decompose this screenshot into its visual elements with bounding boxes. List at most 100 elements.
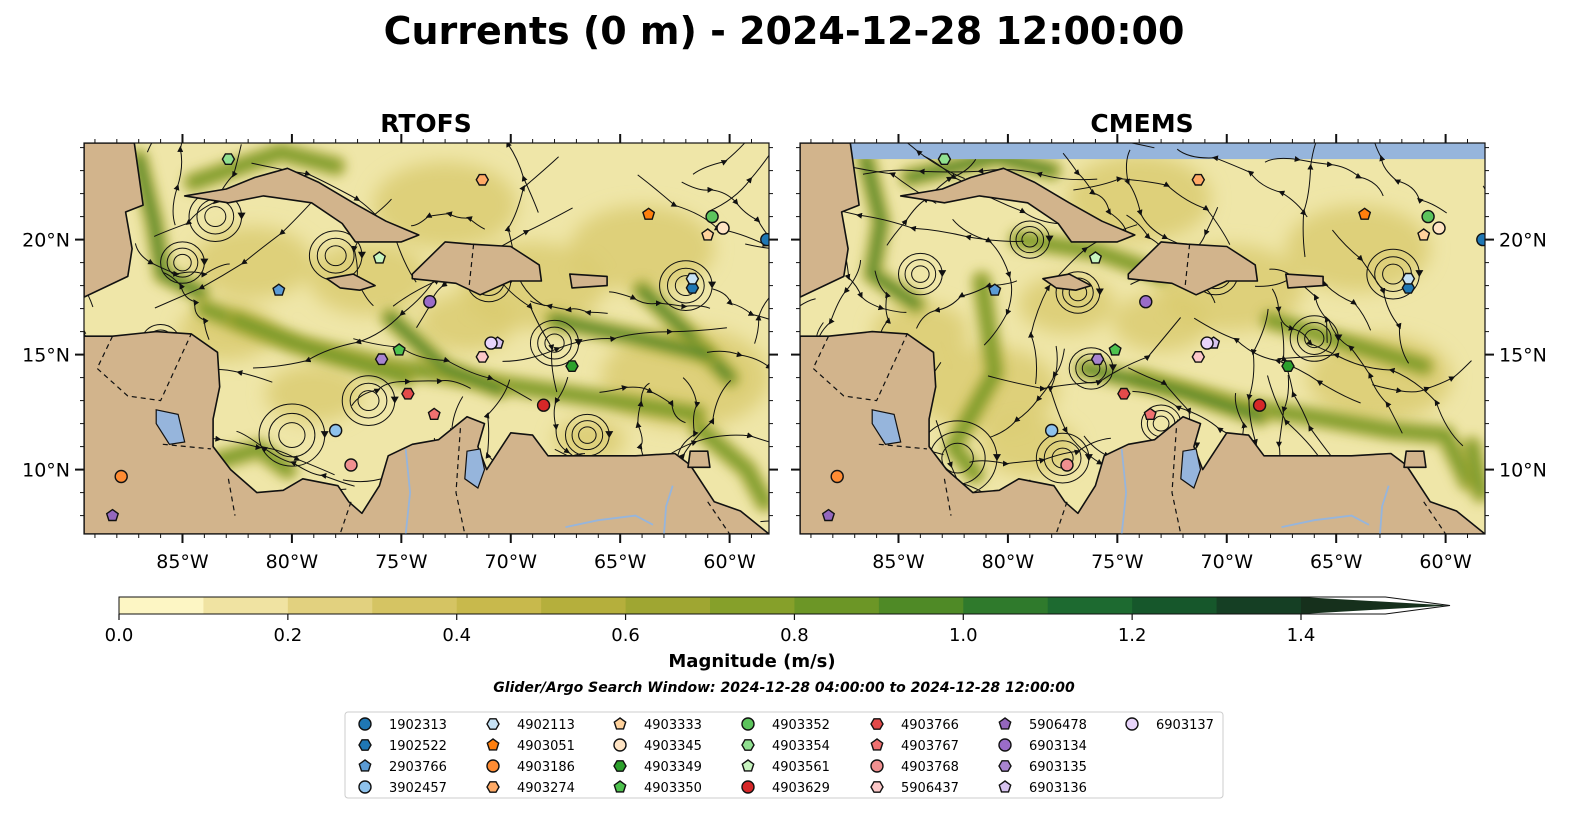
legend-marker [998, 780, 1012, 793]
float-marker [1401, 272, 1416, 285]
legend-marker [870, 718, 884, 730]
float-marker [1117, 387, 1131, 400]
streamline [154, 198, 315, 309]
legend-marker [870, 759, 884, 773]
colorbar-segment [710, 597, 795, 614]
panel-title-rtofs: RTOFS [380, 109, 472, 138]
legend-marker [741, 739, 755, 751]
x-tick-label: 65°W [594, 551, 647, 573]
eddy-streamline [268, 412, 316, 458]
lake [155, 409, 186, 445]
eddy-streamline [1043, 440, 1082, 476]
float-marker [105, 508, 120, 522]
legend-label: 4903768 [901, 760, 959, 775]
colorbar-extend-arrow [1301, 597, 1450, 614]
flow-arrow [1095, 288, 1104, 296]
map-panel-rtofs: 85°W 80°W 75°W 70°W 65°W 60°W 20°N 15°N 10°N [22, 134, 778, 573]
landmass [326, 273, 376, 291]
country-border [878, 443, 927, 450]
colorbar-segment [287, 597, 373, 614]
streamline [84, 449, 89, 454]
streamline [1332, 229, 1410, 364]
colorbar-tick-label: 1.0 [949, 625, 978, 646]
streamline [635, 382, 650, 467]
streamline [162, 272, 210, 340]
legend-marker [486, 759, 500, 773]
y-tick-label: 10°N [22, 460, 70, 482]
float-marker [427, 407, 441, 420]
legend-label: 2903766 [389, 760, 447, 775]
streamline [1280, 321, 1334, 459]
streamline [411, 211, 486, 230]
landmass [84, 143, 144, 298]
legend-marker [613, 738, 627, 752]
eddy-streamline [357, 390, 380, 412]
float-marker [221, 153, 236, 166]
speed-patch [553, 418, 626, 462]
legend-marker [613, 760, 627, 772]
flow-arrow [574, 339, 583, 347]
eddy-streamline [324, 245, 347, 267]
lake [464, 448, 486, 489]
streamline [1372, 360, 1472, 394]
float-marker [705, 209, 719, 224]
streamline [712, 288, 769, 325]
eddy-streamline [911, 265, 930, 283]
map-frame [799, 142, 1486, 535]
landmass [899, 167, 1136, 243]
legend-label: 4903274 [517, 781, 575, 796]
landmass [687, 450, 711, 469]
legend-marker [1125, 717, 1139, 731]
legend-marker [870, 738, 884, 751]
landmass [84, 330, 769, 534]
legend-marker [486, 781, 500, 793]
map-content [800, 143, 1485, 534]
landmass [183, 167, 420, 243]
float-marker [642, 207, 656, 220]
colorbar-segment [372, 597, 458, 614]
country-border [468, 244, 475, 286]
legend-marker [998, 717, 1012, 730]
flow-arrow [200, 258, 209, 266]
landmass [569, 273, 608, 289]
float-marker [328, 423, 343, 438]
float-marker [1060, 458, 1074, 472]
country-border [455, 428, 466, 534]
legend-label: 1902313 [389, 718, 447, 733]
colorbar-tick-label: 1.2 [1118, 625, 1147, 646]
float-marker [392, 343, 406, 356]
country-border [812, 333, 908, 402]
eddy-streamline [1304, 328, 1325, 349]
streamline [952, 218, 1013, 346]
legend-marker [870, 781, 884, 793]
x-tick-label: 80°W [266, 551, 319, 573]
legend-label: 4903766 [901, 718, 959, 733]
river [565, 514, 654, 528]
streamline [1176, 148, 1308, 218]
x-tick-label: 65°W [1310, 551, 1363, 573]
legend-marker [486, 738, 500, 751]
axis-ticks: 85°W 80°W 75°W 70°W 65°W 60°W 20°N 15°N 10°N [791, 134, 1547, 573]
country-border [339, 501, 352, 534]
float-marker [475, 351, 490, 363]
legend-marker [613, 717, 627, 730]
float-marker [988, 283, 1002, 296]
float-markers [821, 153, 1485, 522]
float-marker [937, 153, 952, 166]
country-border [1171, 428, 1182, 534]
legend-label: 3902457 [389, 781, 447, 796]
panel-title-cmems: CMEMS [1090, 109, 1193, 138]
legend-marker [998, 738, 1012, 752]
streamline [552, 376, 590, 471]
eddy-streamline [173, 253, 192, 272]
float-marker [830, 469, 844, 484]
legend-frame [344, 711, 1224, 799]
eddy-streamline [578, 426, 597, 444]
legend-label: 4902113 [517, 718, 575, 733]
streamline [1062, 152, 1127, 232]
flow-arrow [390, 396, 399, 404]
flow-arrow [237, 212, 246, 220]
streamline [252, 277, 437, 369]
y-tick-label: 20°N [1499, 230, 1547, 252]
flow-arrow [320, 431, 329, 439]
